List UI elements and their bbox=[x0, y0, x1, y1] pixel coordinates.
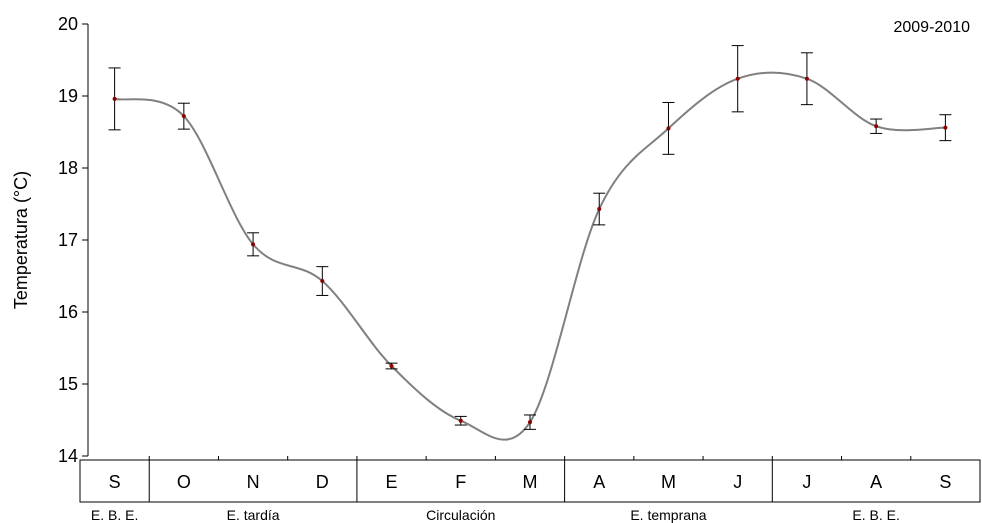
month-label: E bbox=[386, 472, 398, 492]
data-point bbox=[804, 76, 809, 81]
y-axis-ticks: 14 15 16 17 18 19 20 bbox=[58, 14, 88, 466]
month-label: J bbox=[733, 472, 742, 492]
period-label: E. B. E. bbox=[91, 507, 138, 523]
data-point bbox=[735, 76, 740, 81]
data-point bbox=[597, 207, 602, 212]
y-tick-label: 15 bbox=[58, 374, 78, 394]
data-point bbox=[458, 418, 463, 423]
month-table-border bbox=[79, 459, 981, 503]
data-point bbox=[181, 114, 186, 119]
y-tick-label: 16 bbox=[58, 302, 78, 322]
month-label: M bbox=[661, 472, 676, 492]
data-points bbox=[112, 76, 948, 425]
month-label: O bbox=[177, 472, 191, 492]
y-tick-label: 18 bbox=[58, 158, 78, 178]
period-label: E. temprana bbox=[630, 507, 706, 523]
month-label: F bbox=[455, 472, 466, 492]
month-label: N bbox=[247, 472, 260, 492]
month-label: A bbox=[593, 472, 605, 492]
month-label: M bbox=[523, 472, 538, 492]
error-bars bbox=[108, 45, 952, 430]
data-point bbox=[874, 124, 879, 129]
month-label: D bbox=[316, 472, 329, 492]
data-point bbox=[320, 279, 325, 284]
period-label: E. B. E. bbox=[852, 507, 899, 523]
data-point bbox=[528, 420, 532, 425]
data-point bbox=[389, 364, 394, 368]
month-label: J bbox=[802, 472, 811, 492]
period-label: E. tardía bbox=[227, 507, 280, 523]
period-labels: E. B. E. E. tardía Circulación E. temprana E… bbox=[91, 507, 900, 523]
month-label: A bbox=[870, 472, 882, 492]
chart-annotation: 2009-2010 bbox=[893, 19, 970, 36]
month-label: S bbox=[109, 472, 121, 492]
data-point bbox=[112, 96, 117, 101]
period-label: Circulación bbox=[426, 507, 495, 523]
series-line bbox=[114, 71, 946, 441]
y-tick-label: 17 bbox=[58, 230, 78, 250]
data-point bbox=[666, 126, 671, 131]
data-point bbox=[251, 242, 256, 247]
y-tick-label: 20 bbox=[58, 14, 78, 34]
y-axis-title: Temperatura (°C) bbox=[11, 171, 31, 309]
data-point bbox=[943, 125, 948, 130]
y-tick-label: 19 bbox=[58, 86, 78, 106]
month-label: S bbox=[939, 472, 951, 492]
y-tick-label: 14 bbox=[58, 446, 78, 466]
